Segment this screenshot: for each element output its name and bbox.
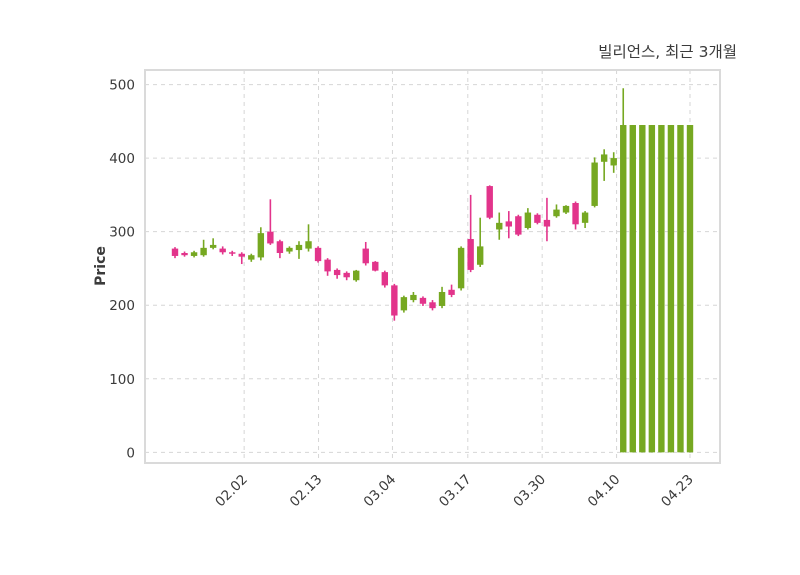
candle-body-up <box>305 241 312 249</box>
candle-body-down <box>419 297 427 304</box>
candle-body-down <box>448 289 455 295</box>
candle-body-up <box>496 222 503 230</box>
candle-body-down <box>219 248 226 253</box>
candle-body-down <box>324 259 331 272</box>
candle-body-up <box>257 233 265 258</box>
candle-body-down <box>343 272 350 278</box>
candle-body-up <box>190 252 198 256</box>
candle-body-down <box>171 248 179 256</box>
y-tick-label: 0 <box>126 445 135 461</box>
candle-body-down <box>267 231 274 244</box>
candle-body-down <box>572 202 579 225</box>
candle-body-down <box>229 252 236 254</box>
candle-body-up <box>629 125 636 453</box>
candle-body-down <box>381 272 389 286</box>
candle-body-up <box>457 247 465 289</box>
y-tick-label: 100 <box>109 372 135 388</box>
candle-body-down <box>372 261 379 271</box>
candle-body-down <box>543 219 551 227</box>
candle-body-up <box>209 244 217 248</box>
candle-body-down <box>515 216 522 235</box>
candles <box>171 88 694 453</box>
candle-body-up <box>600 154 608 162</box>
candle-body-up <box>410 294 417 301</box>
candle-body-up <box>353 270 360 281</box>
candle-body-down <box>534 214 541 223</box>
candle-body-down <box>314 247 322 262</box>
candle-body-down <box>467 239 474 270</box>
candle-body-down <box>181 253 188 256</box>
candle-body-up <box>562 205 570 213</box>
chart-title: 빌리언스, 최근 3개월 <box>598 43 737 61</box>
candle-body-down <box>362 248 369 264</box>
candle-body-up <box>295 244 303 251</box>
y-tick-label: 300 <box>109 225 135 241</box>
candle-body-down <box>333 269 341 276</box>
y-axis-label: Price <box>93 246 109 286</box>
y-tick-label: 400 <box>109 151 135 167</box>
candle-body-up <box>667 125 675 453</box>
candle-body-up <box>400 297 408 311</box>
candle-body-down <box>486 186 493 218</box>
candle-body-up <box>677 125 684 453</box>
candle-body-up <box>591 162 598 206</box>
candle-body-up <box>658 125 665 453</box>
candle-body-down <box>505 221 512 227</box>
plot-border <box>144 69 721 464</box>
candle-body-up <box>524 212 532 228</box>
candle-body-up <box>200 247 207 256</box>
candle-body-down <box>391 285 398 316</box>
candle-body-up <box>648 125 656 453</box>
y-tick-label: 500 <box>109 78 135 94</box>
candle-body-down <box>238 253 245 257</box>
candle-body-up <box>639 125 646 453</box>
candle-body-down <box>276 241 284 254</box>
candle-body-up <box>476 246 484 265</box>
candle-body-up <box>610 158 617 166</box>
candle-body-up <box>248 255 255 260</box>
candle-body-up <box>438 291 446 306</box>
candle-body-up <box>286 247 293 252</box>
candle-body-up <box>581 212 589 223</box>
y-tick-labels: 0 100 200 300 400 500 <box>109 78 135 462</box>
candle-body-down <box>429 302 436 309</box>
candle-body-up <box>553 209 560 217</box>
y-tick-label: 200 <box>109 298 135 314</box>
candle-body-up <box>620 125 627 453</box>
candle-body-up <box>686 125 694 453</box>
